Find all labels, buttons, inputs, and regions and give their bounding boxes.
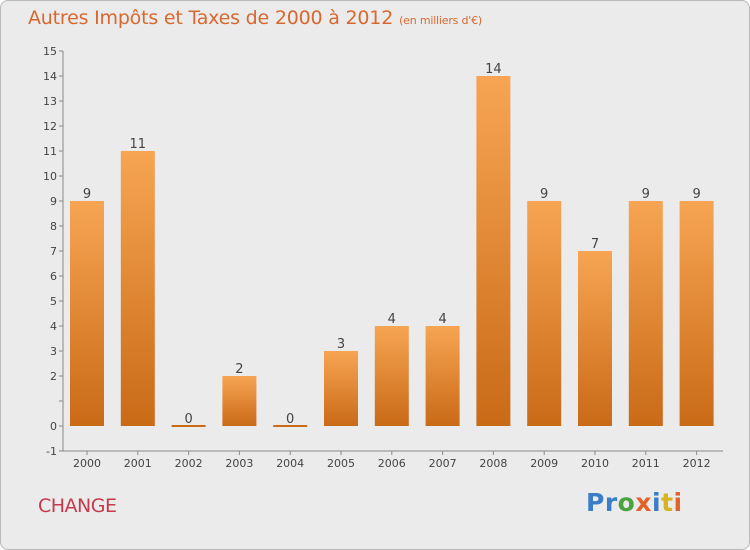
- logo-letter: P: [586, 488, 605, 517]
- data-label: 9: [540, 187, 548, 202]
- bar: [578, 251, 612, 426]
- y-axis-ticks: -1 0 2 3 4 5 6 7 8 9 10 11 12 13 14 15: [43, 45, 63, 458]
- logo-letter: o: [617, 488, 636, 517]
- data-label: 9: [692, 187, 700, 202]
- chart-title-text: Autres Impôts et Taxes de 2000 à 2012: [28, 7, 394, 29]
- y-tick-label: 0: [50, 420, 57, 433]
- data-label: 0: [184, 412, 192, 427]
- x-tick-label: 2005: [327, 457, 355, 470]
- x-tick-label: 2007: [429, 457, 457, 470]
- x-tick-label: 2000: [73, 457, 101, 470]
- bar: [171, 425, 206, 427]
- y-tick-label: 15: [43, 45, 57, 58]
- data-label: 14: [485, 62, 502, 77]
- y-tick-label: 6: [50, 270, 57, 283]
- logo-letter: i: [652, 488, 662, 517]
- x-tick-label: 2012: [683, 457, 711, 470]
- data-label: 4: [438, 312, 446, 327]
- chart-unit: (en milliers d'€): [399, 14, 482, 27]
- data-label: 0: [286, 412, 294, 427]
- x-tick-label: 2003: [225, 457, 253, 470]
- bar: [70, 201, 104, 426]
- x-tick-label: 2008: [479, 457, 507, 470]
- y-tick-label: 12: [43, 120, 57, 133]
- x-tick-label: 2002: [175, 457, 203, 470]
- data-label: 11: [130, 137, 147, 152]
- y-tick-label: 7: [50, 245, 57, 258]
- bars: 9 11 0 2 0 3 4 4 14 9 7 9 9: [70, 62, 714, 427]
- y-tick-label: 10: [43, 170, 57, 183]
- y-tick-label: 13: [43, 95, 57, 108]
- bar: [476, 76, 511, 426]
- y-tick-label: 2: [50, 370, 57, 383]
- data-label: 2: [235, 362, 243, 377]
- x-tick-label: 2011: [632, 457, 660, 470]
- bar: [425, 326, 460, 426]
- logo-letter: r: [604, 488, 618, 517]
- logo-letter: i: [673, 488, 683, 517]
- y-tick-label: -1: [46, 445, 57, 458]
- x-tick-label: 2001: [124, 457, 152, 470]
- y-tick-label: 14: [43, 70, 57, 83]
- bar: [527, 201, 562, 426]
- y-tick-label: 9: [50, 195, 57, 208]
- y-tick-label: 4: [50, 320, 57, 333]
- x-tick-label: 2004: [276, 457, 304, 470]
- bar: [679, 201, 714, 426]
- bar: [324, 351, 358, 426]
- x-tick-label: 2009: [530, 457, 558, 470]
- bar: [374, 326, 409, 426]
- x-tick-label: 2006: [378, 457, 406, 470]
- y-tick-label: 8: [50, 220, 57, 233]
- bar: [628, 201, 663, 426]
- x-tick-label: 2010: [581, 457, 609, 470]
- bar: [120, 151, 155, 426]
- bar: [222, 376, 257, 426]
- chart-title: Autres Impôts et Taxes de 2000 à 2012 (en…: [28, 7, 482, 29]
- data-label: 3: [337, 337, 345, 352]
- logo-letter: t: [661, 488, 674, 517]
- y-tick-label: 5: [50, 295, 57, 308]
- data-label: 9: [642, 187, 650, 202]
- y-tick-label: 3: [50, 345, 57, 358]
- proxiti-logo: Proxiti: [586, 488, 683, 517]
- data-label: 9: [83, 187, 91, 202]
- y-tick-label: 11: [43, 145, 57, 158]
- bar: [273, 425, 308, 427]
- x-axis-labels: 2000 2001 2002 2003 2004 2005 2006 2007 2008 2009…: [73, 451, 711, 470]
- data-label: 4: [388, 312, 396, 327]
- commune-name: CHANGE: [38, 495, 117, 517]
- logo-letter: x: [635, 488, 652, 517]
- data-label: 7: [591, 237, 599, 252]
